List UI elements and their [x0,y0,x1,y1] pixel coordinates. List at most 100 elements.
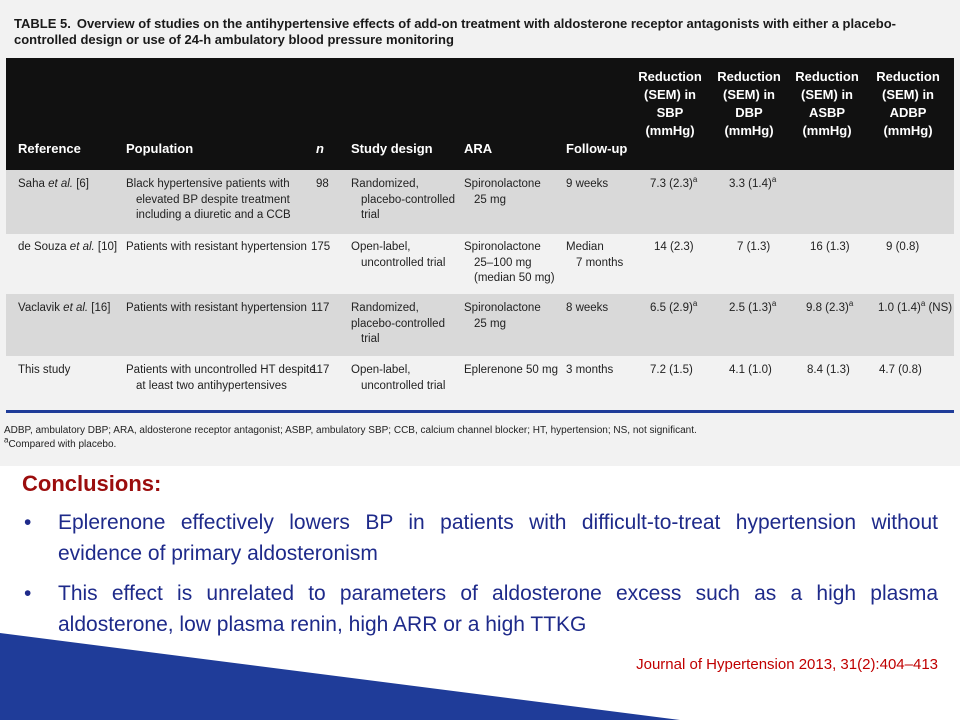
ref-author: Saha [18,178,49,190]
footnote-a: aCompared with placebo. [4,435,117,451]
cell-n: 98 [316,178,329,190]
header-asbp-l3: ASBP [808,105,846,120]
sbp-value: 6.5 (2.9) [650,302,693,314]
ref-etal: et al. [48,178,73,190]
footnote-a-mark: a [4,435,9,445]
header-adbp-l4: (mmHg) [883,123,933,138]
table-caption: Overview of studies on the antihypertens… [14,16,896,47]
cell-adbp: 1.0 (1.4)a (NS) [878,299,953,317]
ara-line: 25 mg [474,317,506,330]
header-sbp-l2: (SEM) in [644,87,696,102]
ara-line: Spironolactone [464,241,541,253]
adbp-note: (NS) [925,302,953,314]
conclusion-bullet: • This effect is unrelated to parameters… [22,578,938,640]
adbp-value: 1.0 (1.4) [878,302,921,314]
design-line: placebo-controlled [351,317,445,330]
header-dbp-l1: Reduction [717,69,781,84]
table-row: This study Patients with uncontrolled HT… [6,356,954,410]
population-line: Patients with uncontrolled HT despite [126,364,316,376]
header-follow-up: Follow-up [566,141,628,156]
table-figure: TABLE 5. Overview of studies on the antih… [0,0,960,466]
cell-n: 117 [311,302,330,314]
design-line: Open-label, [351,241,411,253]
conclusions-heading: Conclusions: [22,471,162,496]
cell-population: Patients with resistant hypertension [126,302,307,314]
header-study-design: Study design [351,141,433,156]
design-line: trial [361,209,380,221]
population-line: elevated BP despite treatment [136,193,290,206]
header-asbp-l1: Reduction [795,69,859,84]
footnote-a-text: Compared with placebo. [8,439,117,450]
cell-ara: Spironolactone 25 mg [464,177,541,208]
cell-dbp: 3.3 (1.4)a [729,176,776,193]
header-sbp-l3: SBP [656,105,684,120]
design-line: Randomized, [351,302,419,314]
cell-ara: Eplerenone 50 mg [464,364,558,376]
cell-sbp: 7.2 (1.5) [650,364,693,376]
ara-line: Spironolactone [464,178,541,190]
header-ara: ARA [464,141,493,156]
cell-n: 175 [311,241,331,253]
cell-n: 117 [311,364,330,376]
cell-dbp: 4.1 (1.0) [729,364,772,376]
sbp-sup: a [692,175,698,185]
cell-follow-up: 3 months [566,364,614,376]
cell-ara: Spironolactone 25–100 mg (median 50 mg) [464,240,555,287]
table-bottom-rule [6,410,954,413]
cell-population: Black hypertensive patients with elevate… [126,177,291,224]
cell-sbp: 6.5 (2.9)a [650,300,697,317]
cell-ara: Spironolactone 25 mg [464,301,541,332]
header-sbp-l4: (mmHg) [645,123,695,138]
ref-etal: et al. [63,302,89,314]
ara-line: 25 mg [474,193,506,206]
ref-num: [16] [88,302,111,314]
cell-reference: de Souza et al. [10] [18,240,117,256]
header-adbp-l1: Reduction [876,69,940,84]
journal-citation: Journal of Hypertension 2013, 31(2):404–… [636,656,938,673]
cell-follow-up: 9 weeks [566,178,609,190]
design-line: Open-label, [351,364,411,376]
ara-line: (median 50 mg) [474,272,555,284]
dbp-value: 3.3 (1.4) [729,178,772,190]
cell-dbp: 2.5 (1.3)a [729,299,777,317]
header-dbp-l4: (mmHg) [724,123,774,138]
follow-line: 7 months [576,256,624,269]
design-line: Randomized, [351,178,419,190]
ref-num: [6] [73,178,89,190]
design-line: trial [361,333,380,345]
footnote-abbreviations: ADBP, ambulatory DBP; ARA, aldosterone r… [4,425,697,436]
cell-asbp: 8.4 (1.3) [807,364,850,376]
ara-line: Spironolactone [464,302,541,314]
cell-study-design: Randomized, placebo-controlled trial [351,177,455,224]
header-adbp-l2: (SEM) in [882,87,934,102]
cell-sbp: 14 (2.3) [654,241,694,253]
header-asbp-l4: (mmHg) [802,123,852,138]
header-asbp-l2: (SEM) in [801,87,853,102]
wedge-shape [0,633,680,720]
cell-follow-up: Median 7 months [566,240,623,271]
header-dbp-l3: DBP [735,105,763,120]
ref-author: Vaclavik [18,302,64,314]
dbp-sup: a [771,299,777,309]
follow-line: Median [566,241,604,253]
table-row: Saha et al. [6] Black hypertensive patie… [6,170,954,234]
design-line: uncontrolled trial [361,379,446,392]
design-line: uncontrolled trial [361,256,446,269]
design-line: placebo-controlled [361,193,455,206]
cell-asbp: 16 (1.3) [810,241,850,253]
cell-adbp: 9 (0.8) [886,241,920,253]
sbp-value: 7.3 (2.3) [650,178,693,190]
adbp-sup: a [920,299,926,309]
cell-population: Patients with resistant hypertension [126,241,307,253]
header-adbp-l3: ADBP [889,105,927,120]
ref-etal: et al. [69,241,95,253]
header-reference: Reference [18,141,81,156]
cell-follow-up: 8 weeks [566,302,609,314]
bullet-icon: • [24,511,32,534]
bullet-icon: • [24,582,32,605]
ara-line: 25–100 mg [474,256,532,269]
cell-adbp: 4.7 (0.8) [879,364,922,376]
asbp-sup: a [848,299,854,309]
ref-author: de Souza [18,241,70,253]
